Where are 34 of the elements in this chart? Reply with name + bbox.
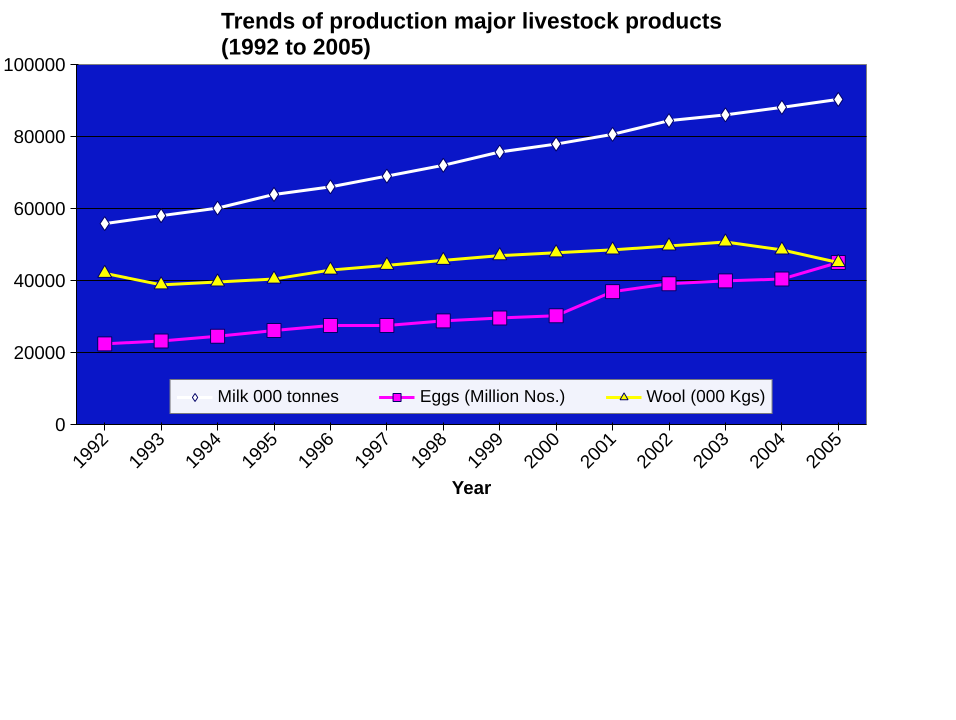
point (720, 107, 731, 122)
point (210, 328, 226, 344)
point (664, 113, 674, 128)
point (492, 310, 508, 326)
point (607, 126, 618, 142)
y-tick-label: 0 (55, 414, 66, 435)
point (379, 318, 394, 333)
point (718, 273, 733, 288)
y-tick-label: 100000 (3, 54, 66, 75)
point (550, 136, 562, 152)
point (436, 313, 451, 328)
point (325, 179, 336, 194)
legend-label: Wool (000 Kgs) (646, 386, 766, 407)
point (154, 333, 169, 348)
y-tick-label: 20000 (14, 342, 66, 363)
point (662, 276, 676, 292)
point (268, 186, 280, 202)
point (156, 208, 166, 224)
y-tick-label: 60000 (14, 198, 66, 219)
point (97, 336, 112, 352)
point (605, 284, 620, 300)
legend-label: Milk 000 tonnes (218, 386, 339, 407)
point (382, 168, 392, 184)
y-tick-label: 80000 (14, 126, 66, 147)
legend-label: Eggs (Million Nos.) (420, 386, 566, 407)
point (212, 200, 223, 216)
point (266, 323, 282, 338)
point (776, 100, 788, 115)
point (322, 318, 338, 333)
point (548, 308, 564, 324)
x-axis-title: Year (452, 477, 492, 498)
point (774, 272, 790, 287)
chart-title: Trends of production major livestock products (1992 to 2005) (220, 8, 722, 60)
y-tick-label: 40000 (14, 270, 66, 291)
